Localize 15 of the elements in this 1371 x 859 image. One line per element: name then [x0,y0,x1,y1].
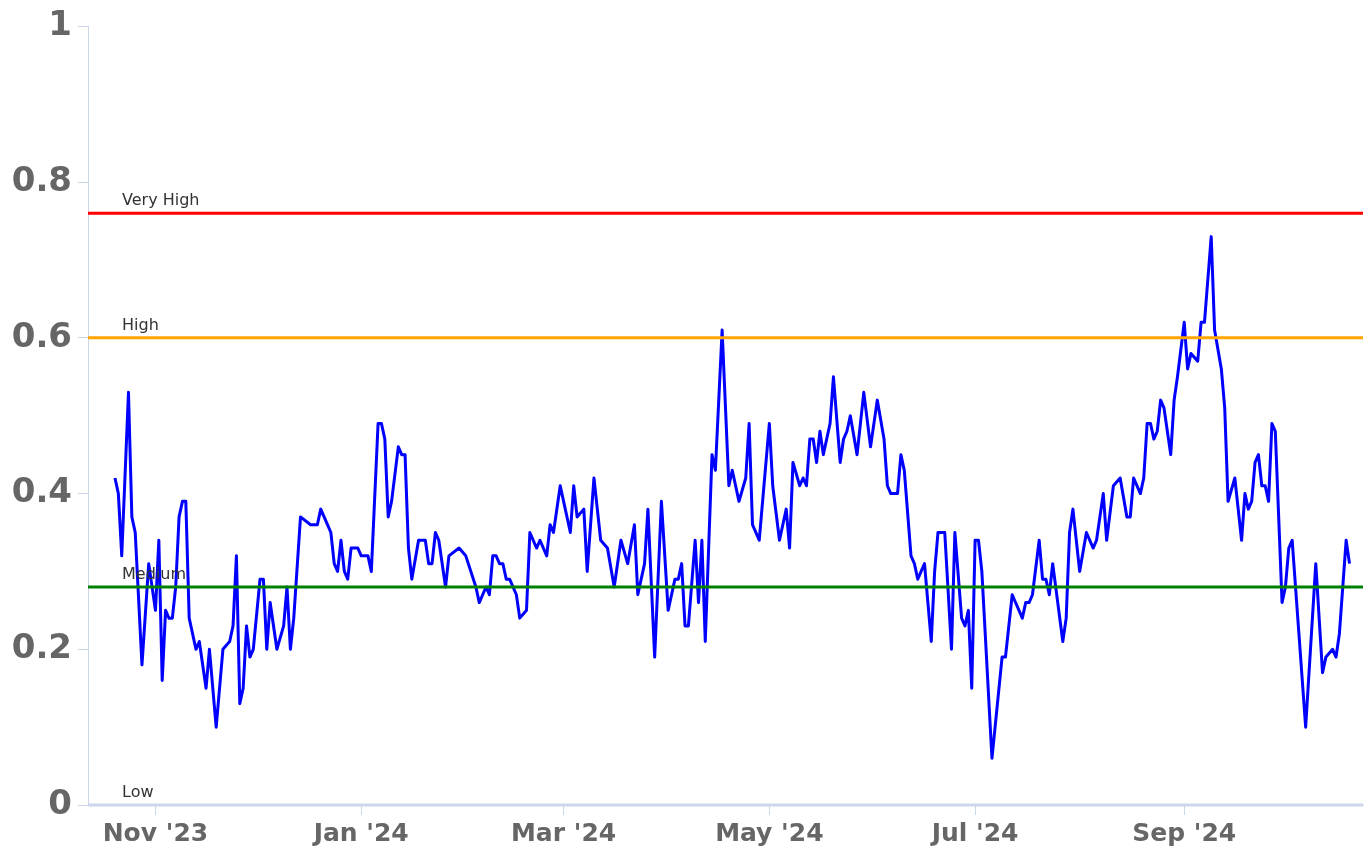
x-tick-label: Mar '24 [510,817,617,847]
y-tick-label: 0 [48,781,72,822]
x-tick-label: Jan '24 [311,817,409,847]
y-tick-label: 0.8 [11,158,72,199]
y-tick-label: 0.6 [11,314,72,355]
x-tick-label: Jul '24 [929,817,1019,847]
y-tick-label: 0.2 [11,626,72,667]
ref-line-label: High [122,315,159,334]
y-tick-label: 1 [48,3,72,44]
y-tick-label: 0.4 [11,470,72,511]
x-tick-label: Nov '23 [102,817,209,847]
ref-line-label: Very High [122,190,200,210]
x-tick-label: Sep '24 [1132,817,1237,847]
ref-line-label: Low [122,782,154,802]
x-tick-label: May '24 [715,817,824,847]
